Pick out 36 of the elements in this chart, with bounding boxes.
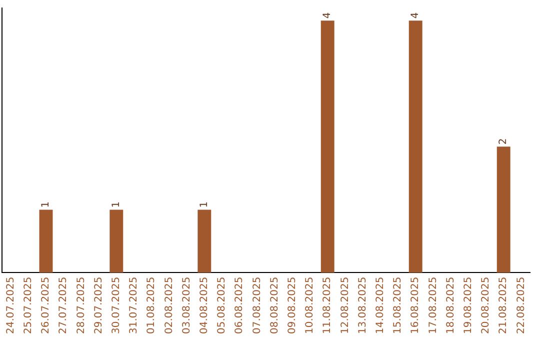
x-tick-label: 08.08.2025 [269, 276, 280, 334]
x-tick-label: 24.07.2025 [5, 276, 16, 334]
data-label: 1 [40, 201, 52, 208]
x-tick-label: 20.08.2025 [480, 276, 492, 334]
x-tick-label: 17.08.2025 [428, 276, 439, 334]
x-tick-label: 07.08.2025 [252, 276, 263, 334]
x-tick-label: 01.08.2025 [146, 276, 158, 334]
x-tick-label: 29.07.2025 [93, 276, 104, 334]
x-tick-label: 12.08.2025 [340, 276, 351, 334]
x-tick-label: 26.07.2025 [40, 276, 52, 334]
data-label: 2 [498, 138, 510, 145]
x-tick-label: 06.08.2025 [234, 276, 246, 334]
x-tick-label: 28.07.2025 [76, 276, 87, 334]
data-label: 1 [110, 201, 122, 208]
x-tick-label: 04.08.2025 [198, 276, 210, 334]
x-tick-label: 18.08.2025 [445, 276, 456, 334]
data-label: 4 [322, 12, 334, 19]
x-tick-label: 16.08.2025 [410, 276, 422, 334]
data-label: 1 [198, 201, 210, 208]
x-tick-label: 09.08.2025 [286, 276, 298, 334]
x-tick-label: 31.07.2025 [128, 276, 140, 334]
x-tick-label: 05.08.2025 [216, 276, 228, 334]
x-tick-label: 14.08.2025 [374, 276, 386, 334]
x-tick-label: 03.08.2025 [181, 276, 192, 334]
x-tick-label: 25.07.2025 [22, 276, 34, 334]
x-tick-label: 22.08.2025 [516, 276, 527, 334]
x-tick-label: 11.08.2025 [322, 276, 334, 334]
x-tick-label: 30.07.2025 [110, 276, 122, 334]
x-tick-label: 19.08.2025 [462, 276, 474, 334]
x-tick-label: 27.07.2025 [58, 276, 70, 334]
x-tick-label: 10.08.2025 [304, 276, 316, 334]
x-tick-label: 13.08.2025 [357, 276, 368, 334]
x-tick-label: 15.08.2025 [392, 276, 404, 334]
x-tick-label: 21.08.2025 [498, 276, 510, 334]
x-tick-label: 02.08.2025 [164, 276, 175, 334]
data-label: 4 [410, 12, 422, 19]
